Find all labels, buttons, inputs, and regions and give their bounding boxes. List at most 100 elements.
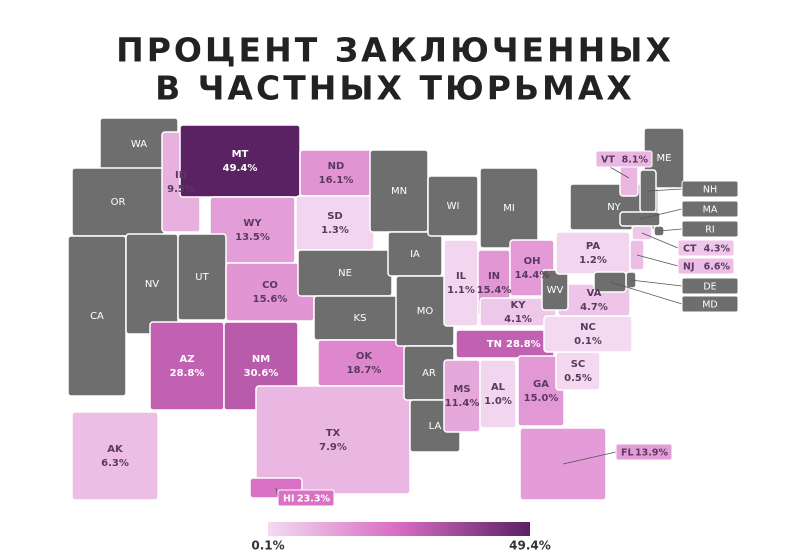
callout-box [681,200,739,218]
state-abbr: ID [175,170,187,181]
state-value: 15.0% [524,393,559,404]
state [317,339,411,387]
state [517,355,565,427]
state-value: 23.3% [297,494,330,505]
state-abbr: MI [503,203,515,214]
callout-box [677,257,735,275]
state [149,321,225,411]
state-abbr: KY [511,300,527,311]
state-value: 6.6% [704,262,731,273]
state-value: 1.2% [579,255,607,266]
state-value: 4.7% [580,302,608,313]
leader-line [609,281,683,305]
state-abbr: NJ [683,262,695,273]
state-abbr: DE [703,282,716,293]
callout-box [681,277,739,295]
state [299,149,373,197]
leader-line [636,254,679,267]
state-abbr: SD [327,211,343,222]
callout-box [681,295,739,313]
state-abbr: VA [587,288,602,299]
leader-line [562,451,617,465]
state-value: 1.1% [447,285,475,296]
state [71,411,159,501]
state [555,231,631,275]
state-abbr: SC [571,359,586,370]
state [555,351,601,391]
state-value: 15.4% [477,285,512,296]
state-abbr: FL [621,448,634,459]
state-abbr: NY [607,202,621,213]
state-value: 18.7% [347,365,382,376]
state-abbr: NE [338,268,352,279]
legend-min: 0.1% [251,539,284,551]
state-abbr: IA [410,249,420,260]
state-value: 13.9% [635,448,668,459]
state-value: 13.5% [235,232,270,243]
state-abbr: IN [488,271,500,282]
state-abbr: WV [547,285,564,296]
state-abbr: LA [429,421,442,432]
state-value: 0.5% [564,373,592,384]
state-abbr: TX [326,428,341,439]
state-abbr: OH [524,256,541,267]
state [443,239,479,327]
state [295,195,375,251]
state-abbr: NH [703,185,717,196]
state-abbr: GA [533,379,549,390]
callout-box [277,489,335,507]
state-abbr: PA [586,241,600,252]
state-abbr: NV [145,279,159,290]
state-abbr: AR [422,368,436,379]
leader-line [641,232,679,249]
state-value: 4.3% [704,244,731,255]
title-line: В ЧАСТНЫХ ТЮРЬМАХ [155,69,635,108]
state-abbr: ME [657,153,672,164]
state-abbr: WY [243,218,262,229]
state-value: 11.4% [445,398,480,409]
state-value: 1.0% [484,396,512,407]
state-abbr: NM [252,354,270,365]
state [479,297,557,327]
state-abbr: RI [705,225,714,236]
state-value: 15.6% [253,294,288,305]
state-value: 28.8% [170,368,205,379]
state-abbr: ND [328,161,345,172]
state-value: 49.4% [223,163,258,174]
state-value: 28.8% [506,339,541,350]
state-value: 8.1% [622,155,649,166]
state-abbr: AK [107,444,124,455]
callout-box [595,150,653,168]
state-abbr: HI [283,494,295,505]
state-value: 16.1% [319,175,354,186]
callout-box [681,180,739,198]
state-abbr: IL [456,271,467,282]
state-value: 0.1% [574,336,602,347]
state-abbr: MN [391,186,407,197]
leader-line [658,228,683,232]
state-abbr: OK [356,351,374,362]
state-abbr: MA [703,205,718,216]
state-value: 9.5% [167,184,195,195]
state-abbr: CA [90,311,104,322]
callout-box [681,220,739,238]
state-value: 1.3% [321,225,349,236]
title-line: ПРОЦЕНТ ЗАКЛЮЧЕННЫХ [116,31,674,70]
state-value: 7.9% [319,442,347,453]
state-abbr: WA [131,139,147,150]
colorbar [268,522,530,536]
state-abbr: CO [262,280,278,291]
state-value: 30.6% [244,368,279,379]
leader-line [639,208,683,220]
state-abbr: WI [447,201,460,212]
legend-max: 49.4% [509,539,551,551]
state-abbr: UT [195,272,209,283]
leader-line [630,279,683,287]
callout-box [615,443,673,461]
state-abbr: AZ [180,354,195,365]
state-abbr: TN [487,339,502,350]
state-abbr: OR [111,197,126,208]
state-abbr: MS [453,384,470,395]
state [541,269,569,311]
